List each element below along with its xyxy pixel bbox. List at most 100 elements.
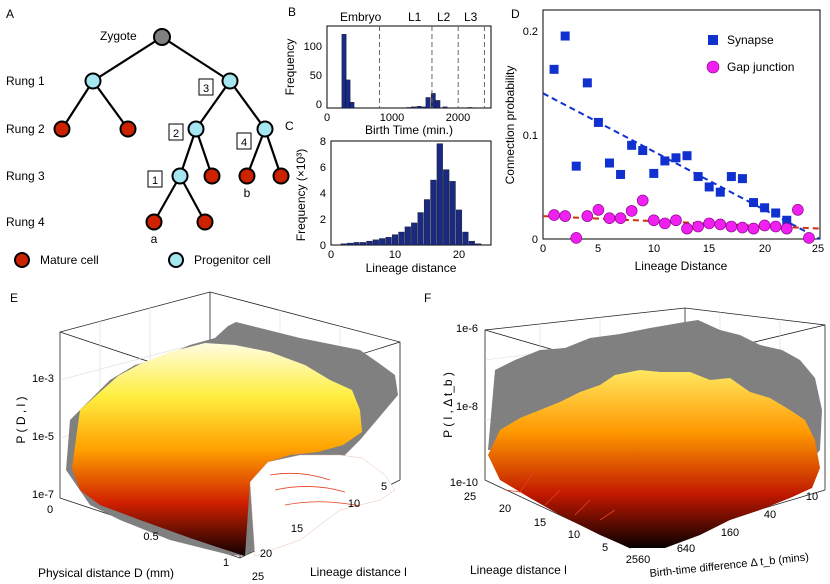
- panel-a: A: [6, 7, 290, 268]
- legend-gap-junction-label: Gap junction: [727, 60, 794, 74]
- rung-label: Rung 3: [6, 169, 45, 183]
- synapse-point: [560, 31, 570, 41]
- panel-label-d: D: [511, 7, 520, 21]
- legend-synapse-label: Synapse: [727, 33, 774, 47]
- bar-c: [462, 231, 469, 246]
- y-tick-label-d: 0: [532, 234, 538, 246]
- bar-c: [475, 243, 482, 246]
- x-tick-label-d: 10: [648, 243, 660, 255]
- bar-c: [411, 222, 418, 246]
- y-tick-label-d: 0.2: [523, 26, 538, 38]
- gap-junction-point: [736, 221, 749, 234]
- panel-label-b: B: [288, 5, 296, 19]
- y-tick-label-b: 100: [304, 41, 322, 53]
- stage-label: L3: [464, 10, 478, 24]
- bar-c: [468, 240, 475, 246]
- x-axis-label-f: Lineage distance l: [470, 563, 567, 577]
- legend-progenitor-marker: [168, 252, 184, 268]
- x-tick-label-d: 20: [759, 243, 771, 255]
- z-tick-label-e: 1e-5: [32, 431, 54, 443]
- legend-mature-marker: [14, 252, 30, 268]
- y-tick-label-f: 2560: [626, 554, 650, 566]
- x-tick-label-d: 5: [595, 243, 601, 255]
- z-tick-label-f: 1e-10: [450, 477, 478, 489]
- synapse-point: [704, 182, 714, 192]
- synapse-point: [593, 117, 603, 127]
- bar-c: [359, 242, 367, 246]
- y-tick-label-c: 8: [320, 136, 326, 148]
- stage-label: L2: [437, 10, 451, 24]
- y-tick-label-c: 2: [320, 214, 326, 226]
- gap-junction-point: [725, 220, 738, 233]
- mature-node: [203, 167, 221, 185]
- panel-label-a: A: [6, 7, 14, 21]
- gap-junction-point: [747, 222, 760, 235]
- synapse-point: [582, 78, 592, 88]
- legend-gap-junction-marker: [706, 60, 720, 74]
- bar-b: [345, 79, 351, 109]
- x-tick-label-f: 5: [602, 542, 608, 554]
- x-tick-label-f: 15: [534, 517, 546, 529]
- gap-junction-point: [570, 232, 583, 244]
- gap-junction-point: [614, 212, 627, 224]
- synapse-point: [627, 140, 637, 150]
- y-axis-label-e: Lineage distance l: [310, 565, 407, 579]
- bar-b: [421, 106, 426, 109]
- gap-junction-point: [703, 217, 716, 230]
- legend-progenitor-label: Progenitor cell: [194, 253, 271, 267]
- x-tick-label-b: 0: [324, 112, 330, 124]
- synapse-point: [737, 174, 747, 184]
- synapse-point: [749, 198, 759, 208]
- synapse-point: [638, 146, 648, 156]
- bar-b: [435, 100, 441, 109]
- contour-lines-f: [504, 469, 616, 521]
- x-tick-label-c: 20: [453, 249, 465, 261]
- order-box-label: 1: [152, 175, 158, 187]
- x-tick-label-f: 20: [499, 503, 511, 515]
- gap-junction-point: [647, 214, 660, 227]
- mature-node: [119, 120, 137, 138]
- bars-c: [340, 143, 482, 246]
- legend-synapse-marker: [708, 35, 718, 45]
- bar-c: [372, 239, 379, 246]
- panel-label-c: C: [285, 119, 294, 133]
- y-tick-label-f: 640: [677, 543, 695, 555]
- bar-c: [385, 237, 392, 246]
- y-tick-label-d: 0.1: [523, 130, 538, 142]
- y-axis-label-b: Frequency: [283, 39, 297, 96]
- synapse-point: [571, 161, 581, 171]
- bars-b: [341, 34, 473, 109]
- progenitor-node: [84, 72, 102, 90]
- y-tick-label-e: 15: [291, 523, 303, 535]
- x-axis-label-c: Lineage distance: [366, 261, 457, 275]
- gap-junction-point: [780, 222, 793, 235]
- synapse-point: [715, 187, 725, 197]
- panel-f: F 1e-6 1e-8 1e-10 25 20 15 10 5 10 40 16…: [424, 291, 826, 580]
- surface-floor-e: [249, 454, 396, 557]
- stage-boundaries-b: [378, 26, 485, 108]
- mature-node: [53, 120, 71, 138]
- gap-junction-point: [769, 220, 782, 233]
- bar-b: [411, 106, 416, 109]
- bar-c: [443, 169, 450, 246]
- bar-c: [404, 226, 411, 246]
- z-tick-label-e: 1e-7: [32, 489, 54, 501]
- progenitor-node: [221, 72, 239, 90]
- y-tick-label-f: 40: [764, 509, 776, 521]
- synapse-point: [671, 153, 681, 163]
- bar-c: [417, 212, 424, 246]
- y-axis-label-f: Birth-time difference Δ t_b (mins): [649, 551, 809, 580]
- rung-label: Rung 2: [6, 122, 45, 136]
- bar-b: [467, 107, 473, 109]
- gap-junction-point: [692, 220, 704, 233]
- gap-junction-point: [803, 232, 815, 244]
- gap-junction-point: [548, 209, 560, 221]
- x-tick-label-e: 0: [47, 504, 53, 516]
- gap-junction-point: [581, 210, 594, 222]
- panel-e: E 1e-3 1e-5 1e-7 0 0.5 1 5 10 15 20 25: [10, 291, 407, 583]
- gap-junction-point: [559, 210, 571, 222]
- contour-lines-e: [269, 472, 361, 507]
- y-tick-label-e: 10: [348, 498, 360, 510]
- mature-node: [272, 167, 290, 185]
- gap-junction-point: [625, 205, 638, 217]
